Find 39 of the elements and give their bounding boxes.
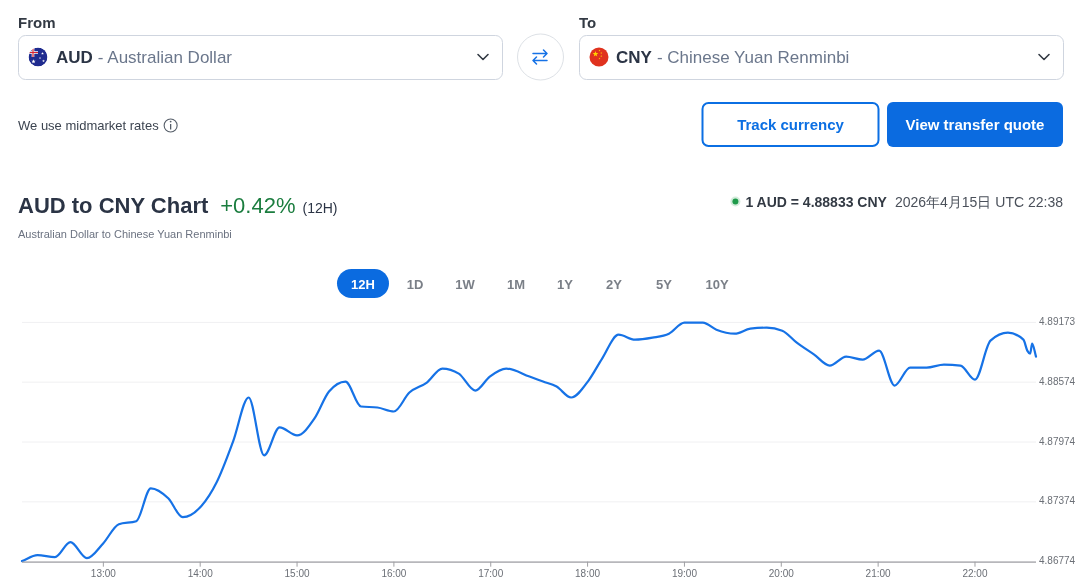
x-tick-label: 19:00	[671, 567, 698, 579]
x-tick-label: 20:00	[768, 567, 795, 579]
text: +0.42%	[220, 193, 296, 218]
text: 1D	[406, 276, 424, 292]
y-tick-label: 4.88574	[1039, 375, 1076, 387]
x-tick-label: 15:00	[284, 567, 310, 579]
text: To	[579, 14, 597, 31]
x-tick-label: 13:00	[90, 567, 117, 579]
text: CNY	[616, 48, 653, 67]
y-tick-label: 4.87974	[1039, 435, 1076, 447]
chart-title: AUD to CNY Chart	[18, 193, 209, 218]
text: AUD	[56, 48, 93, 67]
text: 1W	[455, 276, 476, 292]
text: - Chinese Yuan Renminbi	[656, 48, 850, 67]
x-tick-label: 21:00	[865, 567, 892, 579]
y-tick-label: 4.89173	[1039, 316, 1076, 328]
x-tick-label: 16:00	[381, 567, 407, 579]
text: View transfer quote	[905, 116, 1045, 133]
y-tick-label: 4.86774	[1039, 555, 1076, 567]
text: From	[18, 14, 56, 31]
y-tick-label: 4.87374	[1039, 495, 1076, 507]
x-tick-label: 14:00	[187, 567, 214, 579]
text: We use midmarket rates	[18, 118, 160, 133]
x-tick-label: 22:00	[962, 567, 988, 579]
text: 2026年4月15日 UTC 22:38	[894, 194, 1064, 210]
chart-subtitle: Australian Dollar to Chinese Yuan Renminbi	[18, 228, 232, 240]
x-tick-label: 18:00	[575, 567, 601, 579]
text: 1M	[506, 276, 526, 292]
text: - Australian Dollar	[97, 48, 233, 67]
text: 1 AUD = 4.88833 CNY	[745, 194, 888, 210]
line-series	[20, 321, 1038, 563]
text: 12H	[351, 276, 375, 292]
text: 2Y	[606, 276, 623, 292]
text: 5Y	[656, 276, 673, 292]
x-tick-label: 17:00	[478, 567, 504, 579]
text: 1Y	[557, 276, 574, 292]
text: Track currency	[737, 116, 845, 133]
text: 10Y	[705, 276, 729, 292]
text: (12H)	[302, 200, 338, 216]
